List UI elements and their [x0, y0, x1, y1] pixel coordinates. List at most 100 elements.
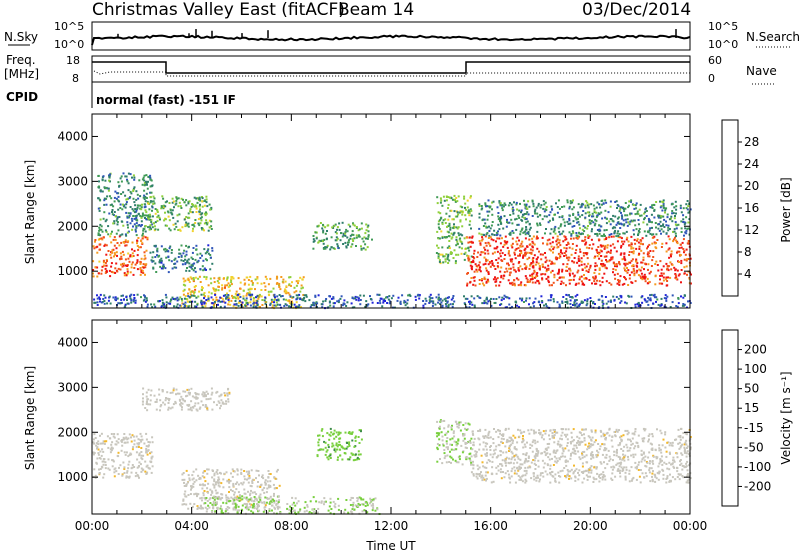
- scatter-cell: [317, 454, 319, 456]
- scatter-cell: [330, 502, 332, 504]
- scatter-cell: [252, 504, 254, 506]
- scatter-cell: [115, 263, 117, 265]
- scatter-cell: [524, 248, 526, 250]
- scatter-cell: [675, 201, 677, 203]
- scatter-cell: [296, 301, 298, 303]
- scatter-cell: [148, 389, 150, 391]
- scatter-cell: [623, 253, 625, 255]
- scatter-cell: [675, 235, 677, 237]
- scatter-cell: [199, 253, 201, 255]
- scatter-cell: [101, 269, 103, 271]
- scatter-cell: [150, 394, 152, 396]
- scatter-cell: [512, 263, 514, 265]
- scatter-cell: [389, 302, 391, 304]
- scatter-cell: [440, 217, 442, 219]
- scatter-cell: [147, 202, 149, 204]
- scatter-cell: [157, 229, 159, 231]
- scatter-cell: [218, 497, 220, 499]
- scatter-cell: [480, 270, 482, 272]
- scatter-cell: [401, 294, 403, 296]
- scatter-cell: [152, 203, 154, 205]
- scatter-cell: [680, 295, 682, 297]
- scatter-cell: [494, 247, 496, 249]
- scatter-cell: [613, 262, 615, 264]
- scatter-cell: [192, 291, 194, 293]
- scatter-cell: [655, 222, 657, 224]
- scatter-cell: [502, 252, 504, 254]
- scatter-cell: [93, 468, 95, 470]
- scatter-cell: [201, 227, 203, 229]
- scatter-cell: [249, 291, 251, 293]
- scatter-cell: [187, 202, 189, 204]
- scatter-cell: [539, 222, 541, 224]
- power-x-axis: [92, 114, 690, 308]
- scatter-cell: [552, 217, 554, 219]
- scatter-cell: [372, 509, 374, 511]
- scatter-cell: [448, 296, 450, 298]
- scatter-cell: [541, 300, 543, 302]
- scatter-cell: [583, 255, 585, 257]
- scatter-cell: [633, 252, 635, 254]
- scatter-cell: [244, 305, 246, 307]
- scatter-cell: [579, 233, 581, 235]
- scatter-cell: [190, 388, 192, 390]
- scatter-cell: [469, 282, 471, 284]
- scatter-cell: [623, 276, 625, 278]
- scatter-cell: [268, 283, 270, 285]
- scatter-cell: [194, 402, 196, 404]
- scatter-cell: [218, 400, 220, 402]
- scatter-cell: [122, 225, 124, 227]
- scatter-cell: [267, 498, 269, 500]
- scatter-cell: [488, 235, 490, 237]
- scatter-cell: [469, 453, 471, 455]
- scatter-cell: [192, 483, 194, 485]
- scatter-cell: [684, 227, 686, 229]
- scatter-cell: [106, 271, 108, 273]
- scatter-cell: [125, 239, 127, 241]
- scatter-cell: [176, 261, 178, 263]
- scatter-cell: [120, 269, 122, 271]
- scatter-cell: [222, 502, 224, 504]
- scatter-cell: [133, 177, 135, 179]
- scatter-cell: [176, 389, 178, 391]
- scatter-cell: [132, 189, 134, 191]
- scatter-cell: [549, 233, 551, 235]
- scatter-cell: [602, 263, 604, 265]
- scatter-cell: [165, 294, 167, 296]
- scatter-cell: [121, 220, 123, 222]
- scatter-cell: [295, 290, 297, 292]
- scatter-cell: [317, 435, 319, 437]
- scatter-cell: [227, 294, 229, 296]
- scatter-cell: [606, 229, 608, 231]
- scatter-cell: [202, 265, 204, 267]
- scatter-cell: [490, 227, 492, 229]
- scatter-cell: [98, 469, 100, 471]
- scatter-cell: [186, 262, 188, 264]
- scatter-cell: [552, 237, 554, 239]
- scatter-cell: [554, 214, 556, 216]
- scatter-cell: [374, 510, 376, 512]
- scatter-cell: [193, 263, 195, 265]
- scatter-cell: [334, 505, 336, 507]
- scatter-cell: [111, 262, 113, 264]
- scatter-cell: [129, 261, 131, 263]
- scatter-cell: [479, 267, 481, 269]
- scatter-cell: [479, 213, 481, 215]
- scatter-cell: [455, 448, 457, 450]
- scatter-cell: [655, 296, 657, 298]
- scatter-cell: [230, 278, 232, 280]
- scatter-cell: [159, 409, 161, 411]
- scatter-cell: [425, 298, 427, 300]
- scatter-cell: [100, 219, 102, 221]
- scatter-cell: [462, 424, 464, 426]
- scatter-cell: [605, 202, 607, 204]
- nsky-label: N.Sky: [4, 30, 38, 44]
- scatter-cell: [599, 207, 601, 209]
- scatter-cell: [324, 501, 326, 503]
- scatter-cell: [337, 226, 339, 228]
- scatter-cell: [447, 301, 449, 303]
- scatter-cell: [451, 457, 453, 459]
- scatter-cell: [140, 455, 142, 457]
- scatter-cell: [143, 443, 145, 445]
- scatter-cell: [175, 402, 177, 404]
